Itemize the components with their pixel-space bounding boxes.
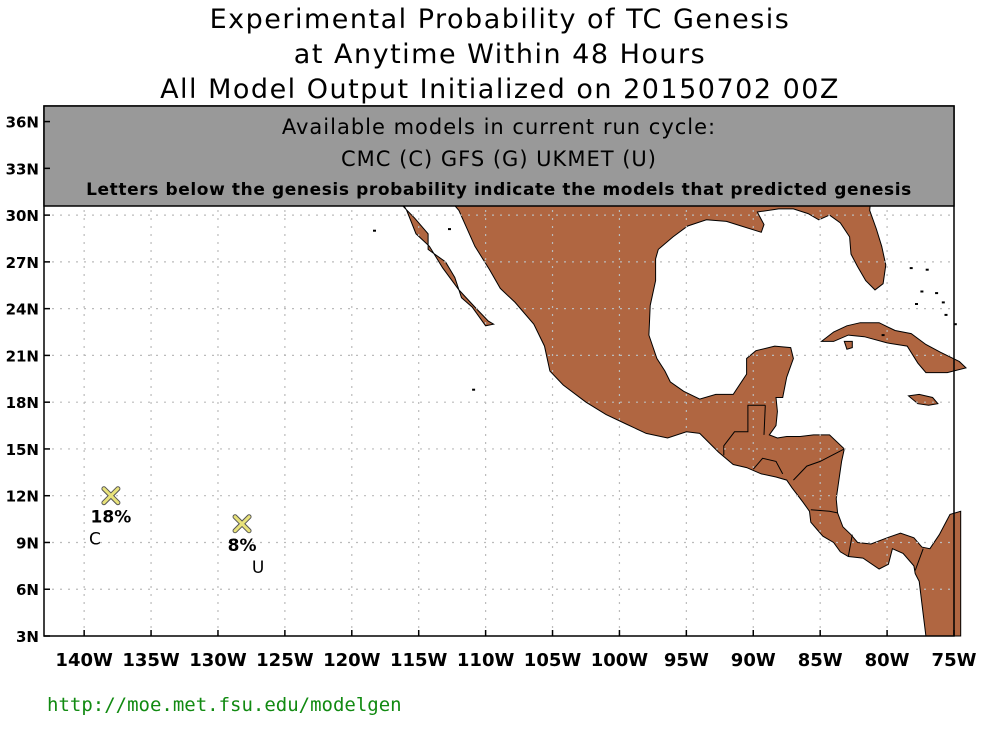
border-costarica-panama: [847, 534, 853, 557]
lat-tick-label: 30N: [6, 207, 39, 225]
border-honduras-nicaragua: [793, 448, 845, 481]
lat-tick-label: 15N: [6, 441, 39, 459]
small-island: [472, 388, 476, 391]
lon-tick-label: 110W: [457, 650, 515, 671]
lon-tick-label: 135W: [122, 650, 180, 671]
genesis-model-letters: C: [89, 530, 101, 550]
lat-tick-label: 9N: [16, 534, 39, 552]
title-line-1: Experimental Probability of TC Genesis: [209, 4, 791, 35]
genesis-marker-x: [102, 487, 120, 505]
genesis-point[interactable]: 18%C: [89, 486, 132, 550]
banner-line-1: Available models in current run cycle:: [282, 115, 716, 139]
lon-tick-label: 75W: [932, 650, 977, 671]
lon-tick-label: 80W: [865, 650, 910, 671]
cuba: [820, 322, 968, 374]
lon-tick-label: 140W: [55, 650, 113, 671]
lon-tick-label: 85W: [798, 650, 843, 671]
lon-tick-label: 125W: [256, 650, 314, 671]
lat-tick-label: 24N: [6, 301, 39, 319]
lon-tick-label: 105W: [524, 650, 582, 671]
lat-tick-label: 27N: [6, 254, 39, 272]
isla-de-la-juventud: [843, 340, 853, 350]
lat-tick-label: 6N: [16, 581, 39, 599]
border-nicaragua-costarica: [810, 509, 838, 514]
small-island: [944, 313, 948, 316]
genesis-points: 18%C 8%U: [89, 486, 265, 578]
jamaica: [907, 393, 939, 406]
title-line-2: at Anytime Within 48 Hours: [293, 39, 707, 70]
lat-tick-label: 3N: [16, 628, 39, 646]
small-island: [941, 301, 945, 304]
lat-tick-label: 21N: [6, 347, 39, 365]
lon-tick-label: 115W: [390, 650, 448, 671]
footer-url[interactable]: http://moe.met.fsu.edu/modelgen: [47, 694, 402, 716]
small-island: [920, 290, 924, 293]
north-america-landmass: [416, 194, 962, 637]
genesis-probability-label: 8%: [228, 536, 257, 556]
lon-tick-label: 95W: [664, 650, 709, 671]
border-guatemala-elsalvador: [752, 457, 784, 475]
small-island: [925, 268, 929, 271]
genesis-marker-x: [233, 515, 251, 533]
border-panama-colombia: [914, 548, 924, 571]
small-island: [448, 228, 451, 231]
small-island: [915, 303, 918, 305]
small-island: [935, 292, 939, 295]
small-island: [909, 267, 913, 270]
lon-tick-label: 90W: [731, 650, 776, 671]
lon-tick-label: 130W: [189, 650, 247, 671]
models-banner: Available models in current run cycle: C…: [43, 105, 955, 207]
banner-line-3: Letters below the genesis probability in…: [86, 180, 912, 200]
banner-background: [43, 105, 955, 207]
lat-tick-label: 18N: [6, 394, 39, 412]
axis-ticks: 36N 33N 30N 27N 24N 21N 18N 15N 12N 9N 6N 3N 140W 135…: [6, 114, 977, 671]
genesis-model-letters: U: [252, 558, 264, 578]
genesis-point[interactable]: 8%U: [228, 514, 265, 578]
border-mexico-guatemala: [723, 404, 766, 456]
genesis-probability-label: 18%: [91, 508, 132, 528]
banner-line-2: CMC (C) GFS (G) UKMET (U): [341, 147, 657, 171]
title-line-3: All Model Output Initialized on 20150702…: [160, 74, 840, 105]
lat-tick-label: 36N: [6, 114, 39, 132]
lat-tick-label: 12N: [6, 488, 39, 506]
border-guatemala-belize: [763, 405, 766, 435]
land-layer: [373, 194, 968, 637]
small-island: [881, 334, 885, 337]
small-island: [373, 229, 376, 232]
small-island: [953, 323, 957, 326]
lon-tick-label: 120W: [323, 650, 381, 671]
lat-tick-label: 33N: [6, 160, 39, 178]
lon-tick-label: 100W: [591, 650, 649, 671]
